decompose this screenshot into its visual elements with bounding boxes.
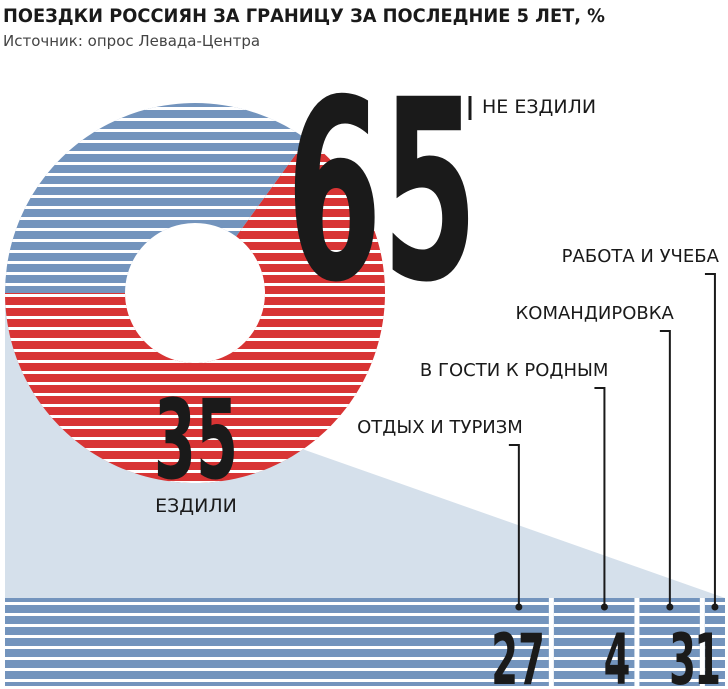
leader: [508, 444, 520, 607]
leader: [704, 273, 716, 607]
bar-stripes: [553, 598, 635, 686]
category-label: НЕ ЕЗДИЛИ: [482, 96, 596, 118]
connector: [5, 300, 725, 598]
leader: [594, 387, 606, 607]
bar-stripes: [704, 598, 725, 686]
category-label: КОМАНДИРОВКА: [516, 303, 675, 324]
category-label: В ГОСТИ К РОДНЫМ: [420, 360, 609, 381]
category-label: ОТДЫХ И ТУРИЗМ: [357, 417, 523, 438]
slice-stripes: [5, 139, 385, 483]
chart-title: ПОЕЗДКИ РОССИЯН ЗА ГРАНИЦУ ЗА ПОСЛЕДНИЕ …: [3, 5, 605, 27]
bar-stripes: [639, 598, 700, 686]
value-label: 3: [669, 621, 696, 689]
value-label: 35: [154, 376, 238, 504]
category-label: РАБОТА И УЧЕБА: [562, 246, 720, 267]
leader-dot: [666, 603, 674, 611]
value-label: 4: [604, 621, 631, 689]
chart-subtitle: Источник: опрос Левада-Центра: [3, 32, 260, 50]
value-label: 27: [491, 621, 545, 689]
bar-stripes: [5, 598, 549, 686]
value-label: 1: [694, 621, 721, 689]
leader-dot: [515, 603, 523, 611]
donut: [5, 102, 385, 483]
value-label: 65: [286, 46, 477, 337]
leader-dot: [600, 603, 608, 611]
leader-dot: [711, 603, 719, 611]
slice-stripes: [5, 102, 307, 293]
category-label: ЕЗДИЛИ: [155, 495, 237, 517]
leader: [659, 330, 671, 607]
